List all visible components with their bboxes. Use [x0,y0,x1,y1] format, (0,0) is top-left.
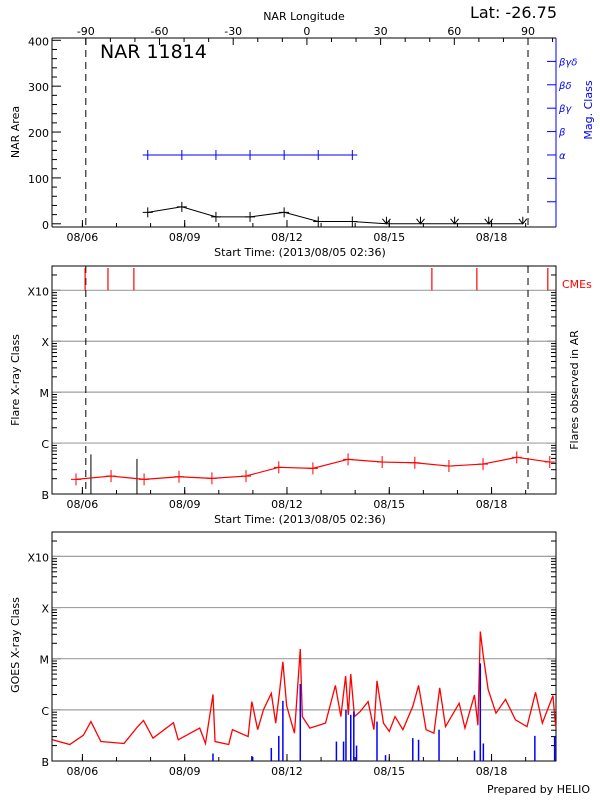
y-tick-label: B [41,756,49,769]
longitude-tick-label: -60 [151,25,169,38]
background-flux-cross [174,470,185,483]
background-flux-cross [511,451,522,464]
area-point-cross [245,211,256,222]
mag-class-label: α [559,151,566,162]
region-title: NAR 11814 [100,41,207,63]
longitude-tick-label: 30 [374,25,388,38]
area-point-cross [313,216,324,227]
y-axis-title: Flare X-ray Class [9,334,22,426]
mag-class-label: βγδ [558,57,577,68]
x-tick-label: 08/09 [169,765,201,778]
longitude-tick-label: -30 [224,25,242,38]
background-flux-cross [241,470,252,483]
y-tick-label: X [41,603,49,616]
longitude-tick-label: 60 [447,25,461,38]
area-point-cross [142,207,153,218]
background-flux-cross [71,473,82,486]
longitude-tick-label: 90 [521,25,535,38]
x-tick-label: 08/15 [373,231,405,244]
x-tick-label: 08/12 [271,231,303,244]
y-tick-label: M [40,654,50,667]
latitude-label: Lat: -26.75 [470,3,557,22]
x-tick-label: 08/15 [373,498,405,511]
mag-class-point-cross [142,149,153,160]
mag-class-point-cross [210,149,221,160]
y-tick-label: B [41,489,49,502]
y2-axis-title: Flares observed in AR [568,330,581,450]
cme-label: CMEs [562,278,592,291]
plot-frame [51,265,557,495]
x-tick-label: 08/18 [476,231,508,244]
y-tick-label: C [41,438,49,451]
x-tick-label: 08/09 [169,231,201,244]
background-flux-cross [409,456,420,469]
background-flux-cross [307,462,318,475]
area-point-cross [279,207,290,218]
background-flux-cross [206,472,217,485]
background-flux-cross [106,470,117,483]
background-flux-cross [343,453,354,466]
goes-long-channel-line [52,631,557,747]
y-tick-label: X [41,336,49,349]
y-tick-label: 300 [28,81,49,94]
mag-class-point-cross [279,149,290,160]
x-tick-label: 08/18 [476,765,508,778]
y-tick-label: 400 [28,35,49,48]
mag-class-point-cross [245,149,256,160]
area-series-line [147,206,523,225]
x-tick-label: 08/12 [271,498,303,511]
background-flux-cross [139,473,150,486]
y-axis-title: GOES X-ray Class [9,597,22,693]
plot-frame [51,531,557,762]
mag-class-label: β [558,128,566,139]
y-tick-label: C [41,705,49,718]
y-tick-label: 0 [42,219,49,232]
y-tick-label: X10 [27,285,49,298]
x-tick-label: 08/06 [67,765,99,778]
area-point-cross [176,201,187,212]
longitude-tick-label: 0 [303,25,310,38]
x-tick-label: 08/09 [169,498,201,511]
x-axis-title: Start Time: (2013/08/05 02:36) [214,513,386,526]
mag-class-label: βδ [558,81,572,92]
background-flux-cross [478,458,489,471]
longitude-tick-label: -90 [77,25,95,38]
area-point-cross [347,216,358,227]
credit-text: Prepared by HELIO [487,783,590,796]
mag-class-point-cross [347,149,358,160]
area-upper-limit-arrow [484,216,494,225]
mag-class-label: βγ [558,104,572,115]
area-upper-limit-arrow [382,216,391,225]
area-upper-limit-arrow [518,216,528,225]
y-axis-title: NAR Area [9,106,22,158]
y2-axis-title: Mag. Class [582,80,595,139]
x-tick-label: 08/06 [67,231,99,244]
x-tick-label: 08/06 [67,498,99,511]
background-flux-cross [443,460,454,473]
x-tick-label: 08/12 [271,765,303,778]
mag-class-point-cross [313,149,324,160]
x-tick-label: 08/18 [476,498,508,511]
y-tick-label: 100 [28,173,49,186]
y-tick-label: X10 [27,551,49,564]
background-flux-cross [544,456,555,469]
background-flux-cross [273,461,284,474]
top-axis-title: NAR Longitude [263,10,345,23]
x-axis-title: Start Time: (2013/08/05 02:36) [214,246,386,259]
x-tick-label: 08/15 [373,765,405,778]
area-upper-limit-arrow [450,216,460,225]
mag-class-point-cross [176,149,187,160]
background-flux-cross [377,456,388,469]
y-tick-label: M [40,387,50,400]
area-upper-limit-arrow [416,216,425,225]
area-point-cross [210,211,221,222]
y-tick-label: 200 [28,127,49,140]
